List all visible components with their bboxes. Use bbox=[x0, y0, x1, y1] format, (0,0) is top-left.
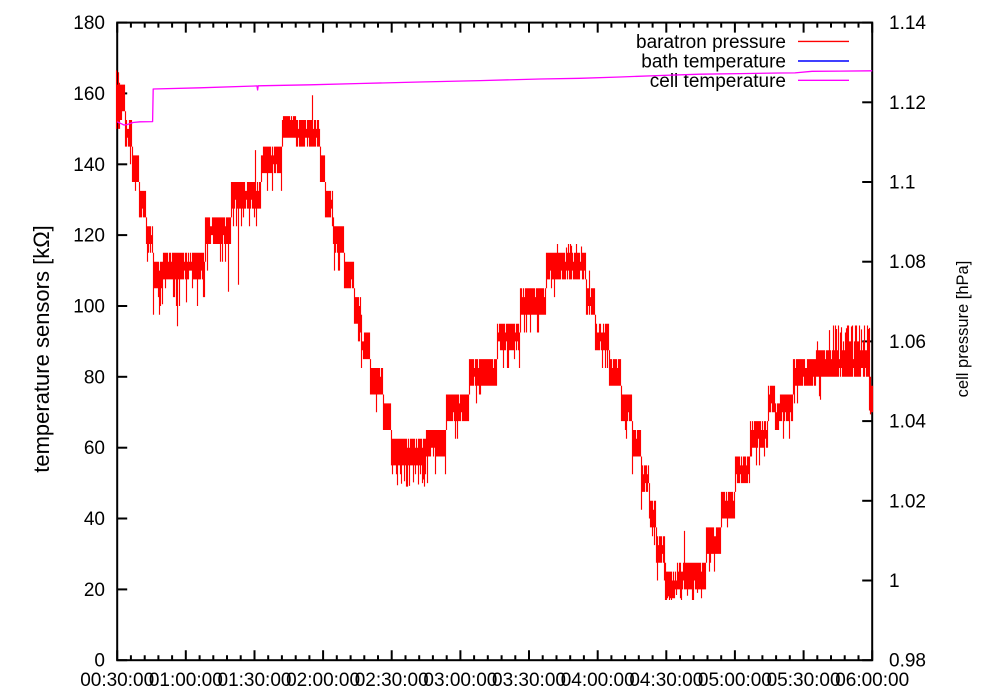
svg-text:1.06: 1.06 bbox=[889, 332, 926, 353]
svg-text:100: 100 bbox=[73, 297, 105, 318]
svg-text:temperature sensors [kΩ]: temperature sensors [kΩ] bbox=[29, 225, 54, 473]
svg-text:02:00:00: 02:00:00 bbox=[286, 670, 360, 691]
svg-text:06:00:00: 06:00:00 bbox=[835, 670, 909, 691]
svg-text:00:30:00: 00:30:00 bbox=[80, 670, 154, 691]
svg-text:1.14: 1.14 bbox=[889, 13, 926, 34]
svg-text:05:00:00: 05:00:00 bbox=[698, 670, 772, 691]
svg-text:1.08: 1.08 bbox=[889, 252, 926, 273]
svg-text:01:00:00: 01:00:00 bbox=[149, 670, 223, 691]
svg-text:03:30:00: 03:30:00 bbox=[492, 670, 566, 691]
svg-text:20: 20 bbox=[84, 580, 105, 601]
svg-text:03:00:00: 03:00:00 bbox=[423, 670, 497, 691]
svg-text:180: 180 bbox=[73, 13, 105, 34]
svg-text:120: 120 bbox=[73, 226, 105, 247]
svg-text:140: 140 bbox=[73, 155, 105, 176]
svg-text:01:30:00: 01:30:00 bbox=[218, 670, 292, 691]
svg-text:40: 40 bbox=[84, 509, 105, 530]
svg-text:1: 1 bbox=[889, 571, 900, 592]
svg-text:bath temperature: bath temperature bbox=[641, 52, 786, 73]
svg-text:60: 60 bbox=[84, 438, 105, 459]
svg-text:02:30:00: 02:30:00 bbox=[355, 670, 429, 691]
svg-text:baratron pressure: baratron pressure bbox=[636, 32, 786, 53]
svg-text:1.1: 1.1 bbox=[889, 173, 915, 194]
svg-text:1.12: 1.12 bbox=[889, 93, 926, 114]
svg-text:cell temperature: cell temperature bbox=[650, 71, 786, 92]
svg-text:cell pressure [hPa]: cell pressure [hPa] bbox=[954, 261, 972, 398]
svg-text:1.02: 1.02 bbox=[889, 491, 926, 512]
svg-text:0: 0 bbox=[94, 651, 105, 672]
svg-text:04:30:00: 04:30:00 bbox=[629, 670, 703, 691]
svg-text:80: 80 bbox=[84, 367, 105, 388]
svg-text:160: 160 bbox=[73, 84, 105, 105]
svg-text:1.04: 1.04 bbox=[889, 412, 926, 433]
svg-text:0.98: 0.98 bbox=[889, 651, 926, 672]
svg-text:04:00:00: 04:00:00 bbox=[561, 670, 635, 691]
svg-text:05:30:00: 05:30:00 bbox=[767, 670, 841, 691]
